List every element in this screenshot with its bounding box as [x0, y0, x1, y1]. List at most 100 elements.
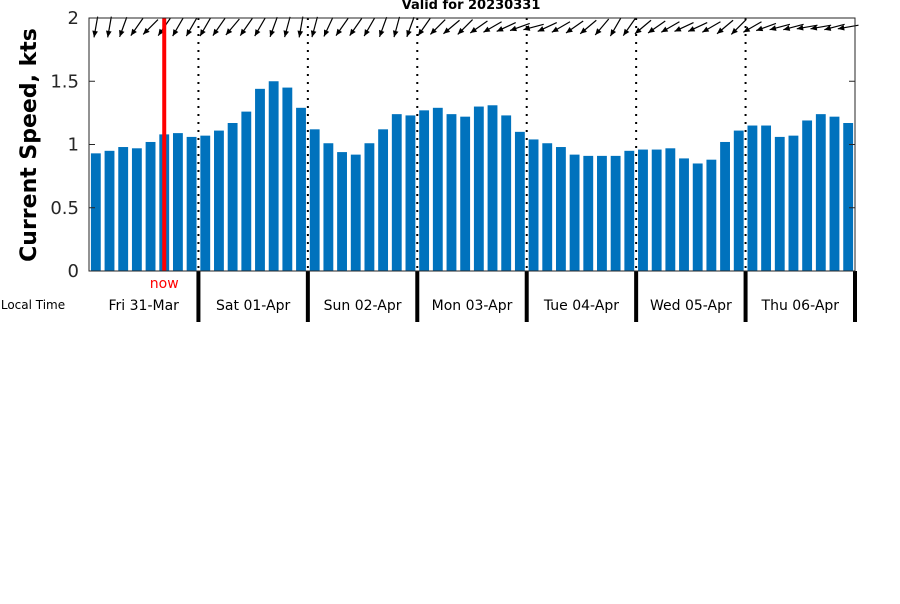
direction-arrow: [469, 20, 488, 34]
day-label: Sat 01-Apr: [216, 298, 290, 314]
direction-arrow: [509, 22, 530, 32]
direction-arrow: [496, 22, 516, 32]
now-label: now: [150, 276, 179, 292]
direction-arrow: [824, 23, 845, 31]
arrow-head: [119, 29, 125, 37]
direction-arrow: [239, 18, 253, 36]
direction-arrow: [551, 21, 571, 33]
direction-arrow: [730, 19, 747, 35]
chart-title: Valid for 20230331: [402, 0, 541, 13]
day-label: Fri 31-Mar: [109, 298, 180, 314]
arrow-head: [392, 30, 399, 38]
y-tick-label: 0: [68, 261, 79, 282]
arrow-head: [496, 26, 504, 32]
arrow-head: [254, 29, 261, 37]
bar: [350, 154, 361, 271]
day-label: Tue 04-Apr: [543, 298, 619, 314]
arrow-head: [240, 28, 247, 36]
arrow-head: [610, 29, 617, 37]
arrow-head: [186, 29, 193, 37]
direction-arrows: [92, 16, 859, 38]
bar: [843, 123, 854, 271]
arrow-head: [172, 29, 179, 37]
arrow-head: [406, 29, 412, 37]
direction-arrow: [483, 21, 502, 33]
direction-arrow: [254, 17, 266, 37]
arrow-head: [470, 27, 478, 34]
direction-arrow: [212, 18, 226, 36]
direction-arrow: [523, 23, 544, 31]
arrow-head: [364, 29, 370, 37]
direction-arrow: [172, 17, 184, 37]
arrow-head: [743, 26, 751, 33]
y-tick-label: 1.5: [50, 71, 79, 92]
bar: [391, 114, 402, 271]
direction-arrow: [594, 18, 610, 36]
bar: [296, 107, 306, 271]
direction-arrow: [130, 18, 144, 36]
direction-arrow: [810, 24, 832, 31]
bar: [186, 136, 197, 271]
bar: [255, 88, 265, 271]
y-tick-label: 1: [68, 135, 79, 156]
bar: [528, 139, 539, 271]
arrow-head: [323, 29, 330, 37]
arrow-head: [143, 27, 150, 35]
direction-arrow: [269, 16, 278, 38]
bar: [323, 143, 334, 271]
arrow-head: [796, 24, 804, 31]
direction-arrow: [310, 16, 318, 38]
direction-arrow: [429, 19, 446, 35]
bar-series: [90, 81, 854, 271]
arrow-head: [310, 30, 317, 38]
bar: [583, 155, 594, 271]
arrow-head: [783, 25, 791, 31]
bar: [788, 135, 799, 271]
day-label: Sun 02-Apr: [324, 298, 402, 314]
bar: [802, 120, 813, 271]
arrow-head: [731, 27, 738, 35]
direction-arrow: [716, 19, 734, 35]
arrow-head: [200, 29, 206, 37]
direction-arrow: [674, 22, 694, 32]
direction-arrow: [443, 19, 460, 35]
direction-arrow: [457, 19, 474, 35]
direction-arrow: [417, 18, 431, 36]
bar: [90, 153, 101, 271]
bar: [665, 148, 676, 271]
direction-arrow: [622, 18, 636, 36]
direction-arrow: [796, 24, 818, 31]
y-axis-label: Current Speed, kts: [17, 28, 42, 262]
direction-arrow: [297, 16, 304, 38]
bar: [555, 147, 566, 271]
bar: [597, 155, 607, 271]
direction-arrow: [92, 16, 99, 38]
arrow-head: [349, 28, 356, 36]
bar: [706, 159, 717, 271]
direction-arrow: [579, 19, 597, 35]
arrow-head: [92, 30, 98, 38]
arrow-head: [212, 28, 219, 36]
direction-arrow: [537, 22, 558, 32]
arrow-head: [537, 26, 545, 32]
bar: [487, 105, 498, 271]
bar: [473, 106, 484, 271]
direction-arrow: [363, 17, 376, 37]
bar: [720, 141, 730, 271]
bar: [542, 143, 553, 271]
direction-arrow: [756, 22, 777, 32]
bar: [118, 147, 129, 271]
direction-arrow: [378, 16, 388, 38]
arrow-head: [824, 25, 832, 31]
bar: [815, 114, 826, 271]
arrow-head: [702, 26, 710, 33]
bar: [419, 110, 430, 271]
direction-arrow: [660, 21, 680, 33]
bar: [446, 114, 457, 271]
direction-arrow: [783, 23, 804, 31]
arrow-head: [688, 26, 696, 32]
bar: [214, 130, 224, 271]
arrow-head: [565, 27, 573, 34]
bar: [569, 154, 580, 271]
